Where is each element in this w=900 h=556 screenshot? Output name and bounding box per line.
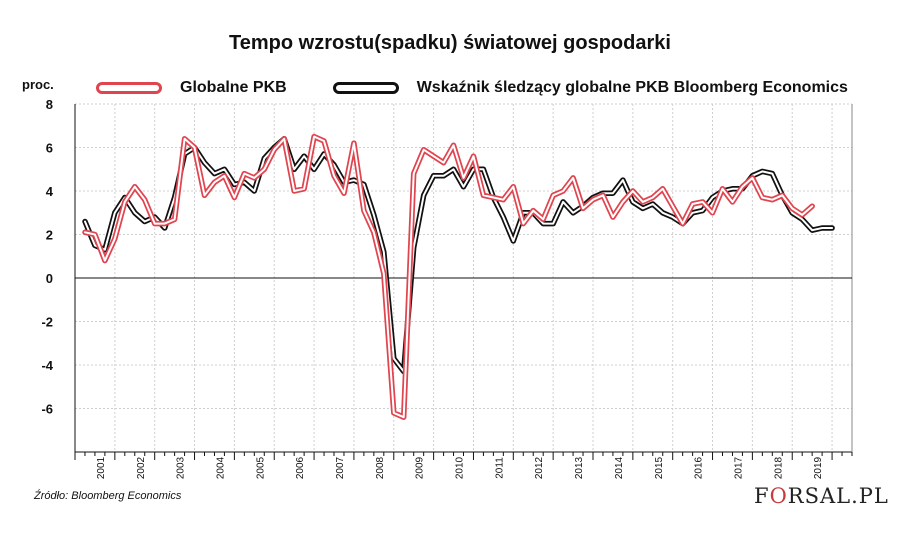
x-tick-label: 2014 [614,456,625,479]
x-tick-label: 2007 [335,456,346,479]
y-tick-label: -6 [41,402,53,417]
x-tick-label: 2005 [255,456,266,479]
y-tick-label: 2 [46,228,53,243]
x-tick-label: 2004 [215,456,226,479]
x-tick-label: 2013 [574,456,585,479]
logo-text-end: RSAL.PL [787,484,889,508]
x-tick-label: 2001 [96,456,107,479]
x-tick-label: 2012 [534,456,545,479]
logo-text-o: O [769,484,788,508]
x-tick-label: 2009 [415,456,426,479]
y-tick-label: -4 [41,358,53,373]
x-tick-label: 2010 [455,456,466,479]
x-tick-label: 2016 [694,456,705,479]
y-tick-label: -2 [41,315,53,330]
series-line-tracker-outer [82,136,835,375]
x-tick-label: 2006 [295,456,306,479]
legend-label-tracker: Wskaźnik śledzący globalne PKB Bloomberg… [416,79,848,96]
source-note: Źródło: Bloomberg Economics [34,490,182,502]
x-tick-label: 2018 [773,456,784,479]
logo-text-start: F [754,484,770,508]
x-tick-label: 2017 [733,456,744,479]
y-tick-label: 4 [46,184,54,199]
x-tick-label: 2019 [813,456,824,479]
axes: 8 6 4 2 0 -2 -4 -6 2001 2002 2003 2004 2005 2006 2007 2… [41,97,853,479]
legend-entry-gdp: Globalne PKB [96,79,287,97]
y-tick-label: 8 [46,97,53,112]
x-tick-label: 2011 [494,457,505,479]
y-tick-label: 0 [46,271,53,286]
legend-entry-tracker: Wskaźnik śledzący globalne PKB Bloomberg… [332,79,848,97]
y-axis-unit-label: proc. [22,77,54,92]
x-tick-label: 2008 [375,456,386,479]
legend-swatch-gdp [96,82,162,94]
chart-title: Tempo wzrostu(spadku) światowej gospodar… [229,32,671,54]
legend-swatch-tracker [332,82,399,94]
legend: Globalne PKB Wskaźnik śledzący globalne … [96,76,894,100]
series-lines [82,133,835,420]
series-line-gdp-inner [84,135,814,419]
forsal-logo: FORSAL.PL [754,484,889,508]
x-tick-label: 2015 [654,456,665,479]
x-tick-label: 2002 [136,456,147,479]
y-tick-label: 6 [46,141,53,156]
x-tick-label: 2003 [176,456,187,479]
legend-label-gdp: Globalne PKB [180,79,287,96]
